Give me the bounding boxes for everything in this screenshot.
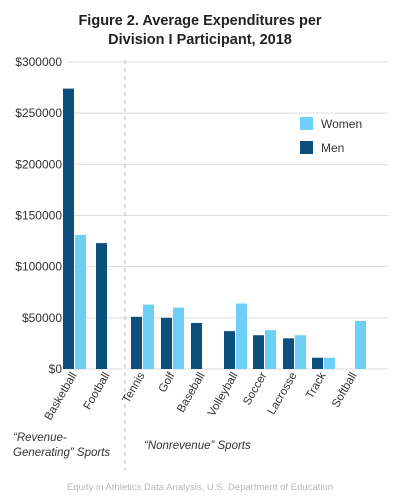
y-tick-label-4: $200000 [15,157,62,171]
bar-men-baseball [191,322,202,369]
x-tick-label-lacrosse: Lacrosse [266,371,300,417]
x-tick-label-softball: Softball [330,371,360,410]
group-label-revenue-line-1: “Revenue- [13,432,67,444]
group-label-nonrevenue: “Nonrevenue” Sports [144,440,251,452]
chart-source: Equity in Athletics Data Analysis, U.S. … [66,482,334,493]
bar-men-basketball [63,88,74,370]
bar-men-golf [161,317,172,369]
y-tick-label-1: $50000 [22,311,62,325]
x-tick-label-baseball: Baseball [175,371,207,415]
x-tick-label-basketball: Basketball [43,371,80,423]
legend-swatch-men [300,141,313,154]
x-tick-label-football: Football [82,371,113,412]
group-label-revenue-line-2: Generating” Sports [13,447,110,459]
bar-men-football [96,243,107,369]
bar-women-lacrosse [295,335,306,369]
bar-women-soccer [265,330,276,369]
bar-men-volleyball [224,331,235,369]
bar-women-softball [355,320,366,369]
bar-women-basketball [75,234,86,369]
legend-label-women: Women [321,117,362,131]
x-tick-label-volleyball: Volleyball [206,371,241,419]
legend-swatch-women [300,117,313,130]
bar-women-golf [173,307,184,369]
y-tick-label-0: $0 [49,362,63,376]
bar-men-tennis [131,316,142,369]
bar-women-tennis [143,304,154,369]
bar-men-lacrosse [283,338,294,369]
bar-women-track [324,357,335,369]
x-tick-label-soccer: Soccer [241,370,269,407]
chart-title-line-2: Division I Participant, 2018 [108,32,292,48]
y-tick-label-3: $150000 [15,209,62,223]
x-tick-label-track: Track [304,370,329,401]
legend-label-men: Men [321,141,344,155]
y-tick-label-6: $300000 [15,55,62,69]
y-tick-label-5: $250000 [15,106,62,120]
chart-title-line-1: Figure 2. Average Expenditures per [78,13,322,29]
bar-men-track [312,357,323,369]
bar-men-soccer [253,335,264,369]
y-tick-label-2: $100000 [15,260,62,274]
x-tick-label-golf: Golf [157,370,178,395]
bar-women-volleyball [236,303,247,369]
